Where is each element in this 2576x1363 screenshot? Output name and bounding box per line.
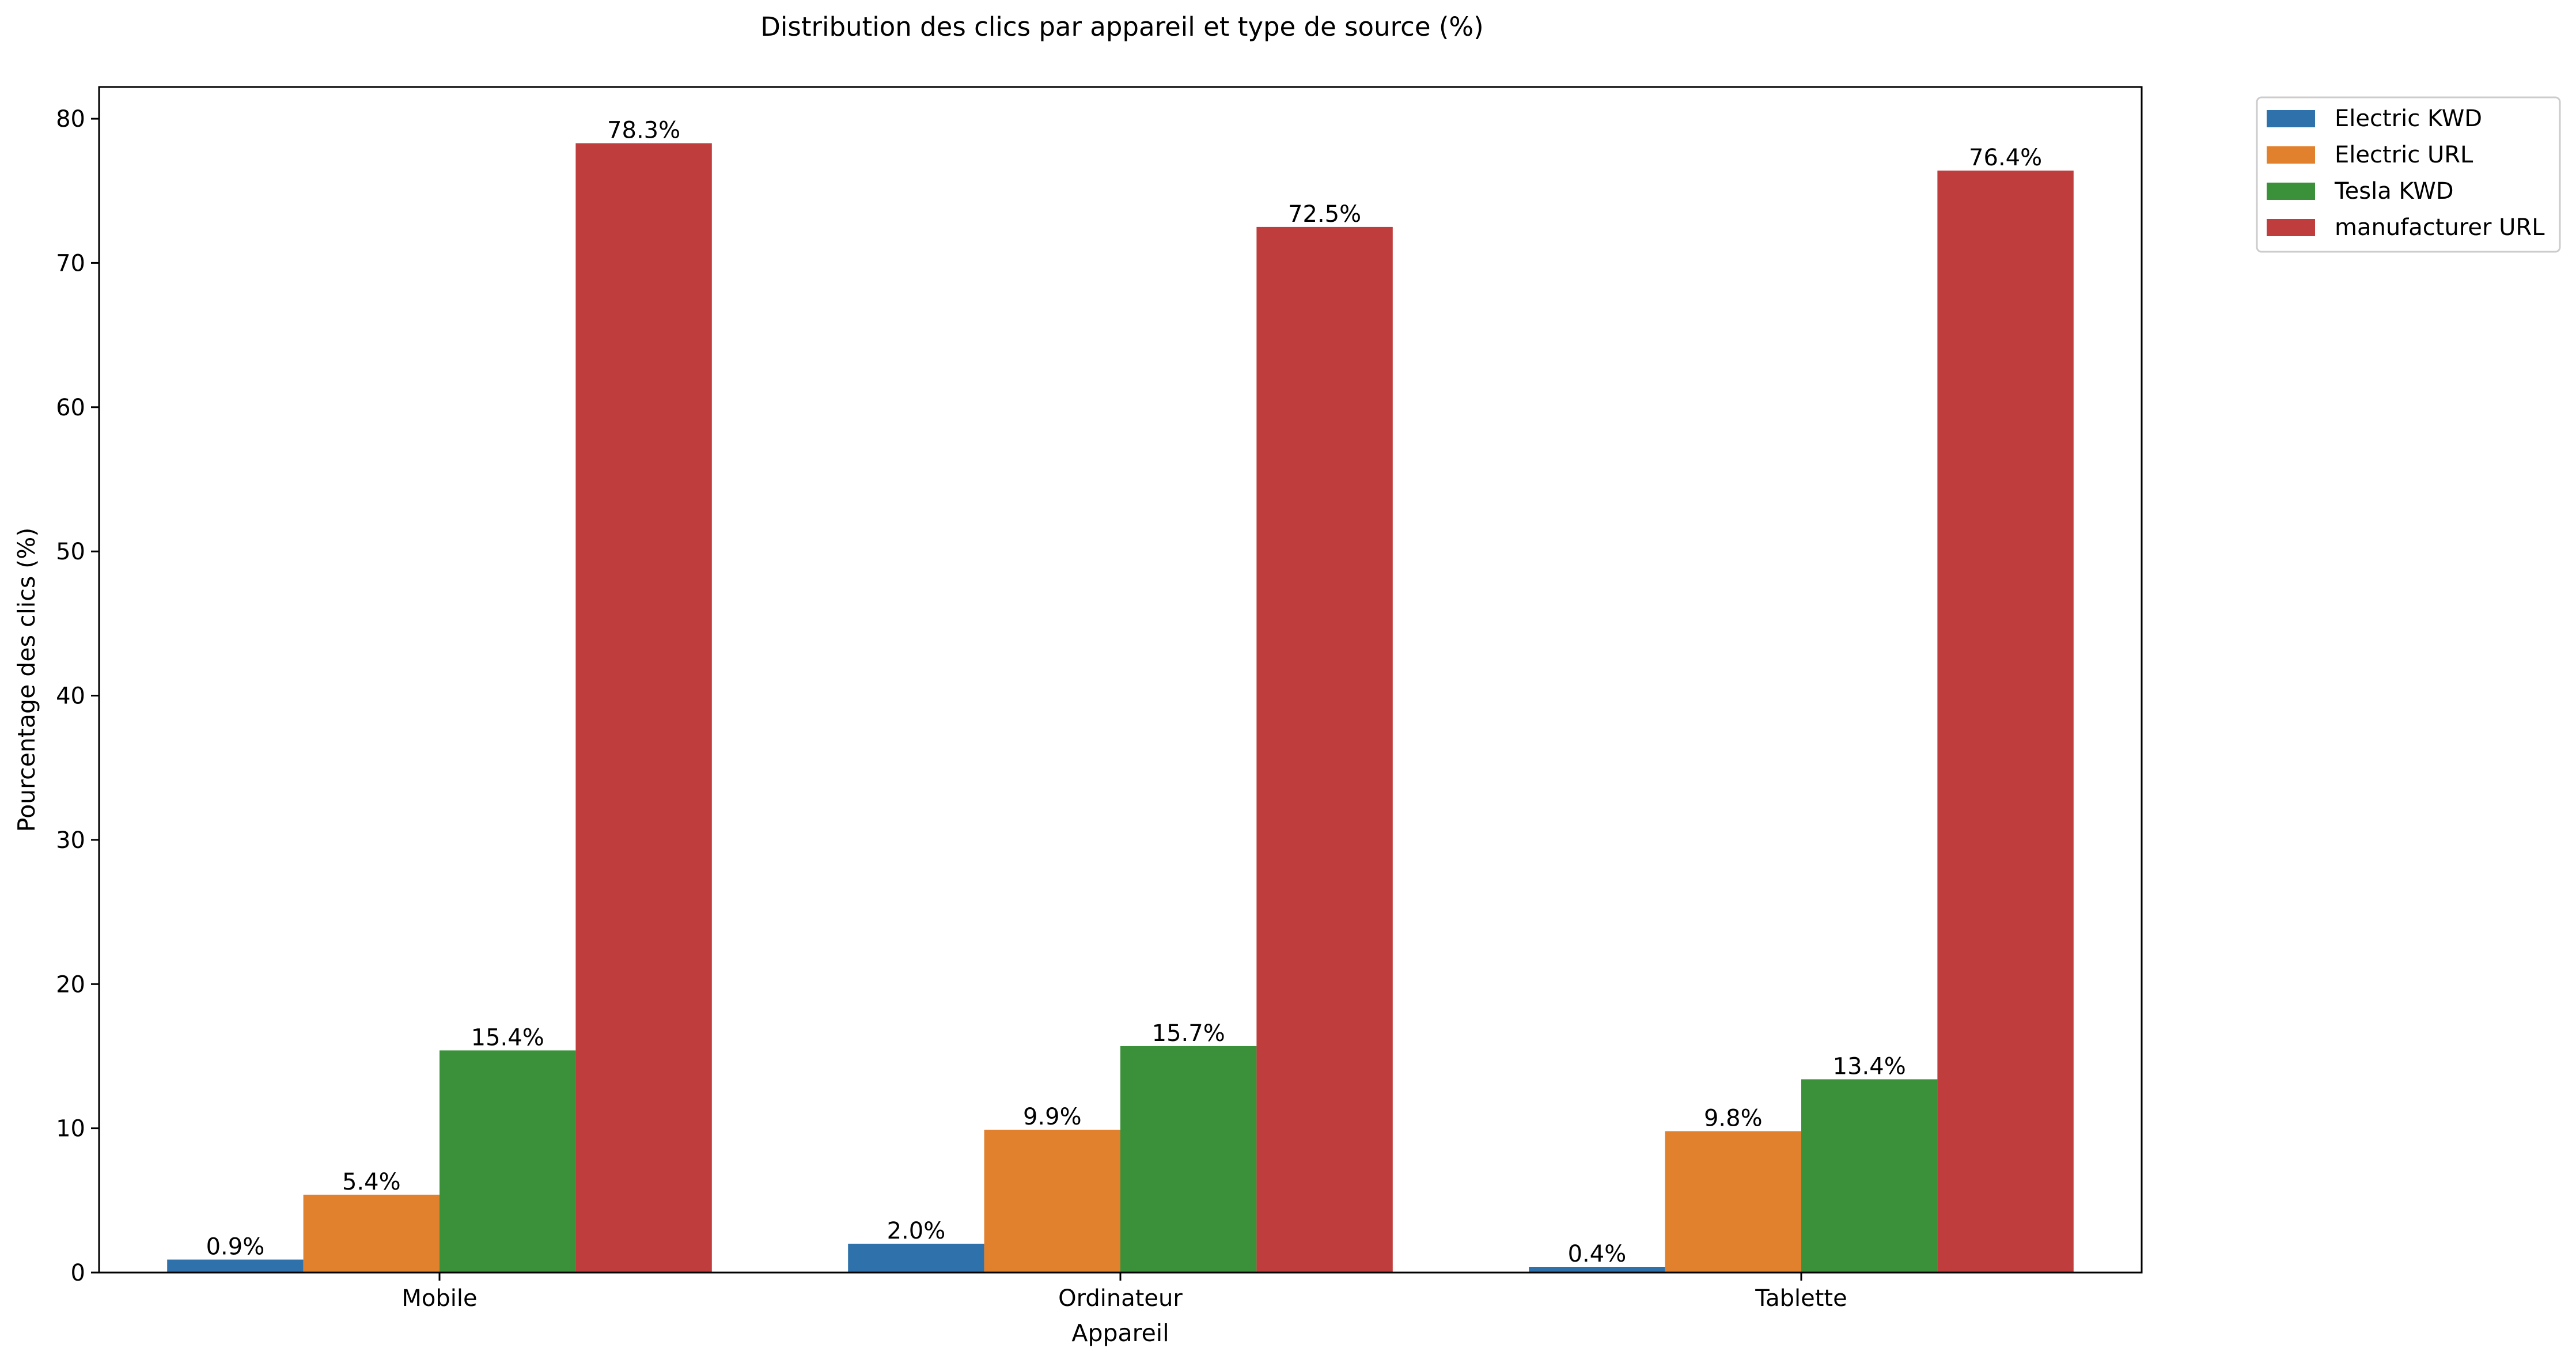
data-label: 0.9%: [206, 1234, 265, 1260]
data-label: 9.8%: [1704, 1105, 1763, 1132]
y-tick-label: 50: [56, 539, 85, 565]
legend-swatch: [2267, 183, 2315, 200]
y-tick-label: 0: [71, 1260, 85, 1286]
data-label: 5.4%: [342, 1169, 401, 1195]
data-label: 9.9%: [1023, 1104, 1082, 1130]
x-axis-label: Appareil: [1071, 1319, 1169, 1347]
x-tick-label: Mobile: [401, 1285, 477, 1312]
data-label: 0.4%: [1568, 1241, 1627, 1267]
bar-tesla-kwd-ordinateur: [1120, 1046, 1257, 1273]
data-label: 72.5%: [1288, 201, 1361, 228]
bar-manufacturer-url-tablette: [1937, 171, 2074, 1273]
x-axis: Mobile Ordinateur Tablette: [401, 1273, 1847, 1312]
bar-electric-url-mobile: [303, 1194, 440, 1273]
legend-swatch: [2267, 146, 2315, 164]
legend-label: Electric URL: [2335, 142, 2473, 168]
legend-label: Electric KWD: [2335, 105, 2482, 132]
legend-label: manufacturer URL: [2335, 214, 2545, 241]
y-tick-label: 10: [56, 1116, 85, 1142]
data-label: 78.3%: [607, 118, 680, 144]
y-axis: 0 10 20 30 40 50 60 70 80: [56, 106, 99, 1286]
bar-electric-url-tablette: [1665, 1131, 1801, 1273]
bar-manufacturer-url-ordinateur: [1256, 226, 1393, 1273]
y-tick-label: 70: [56, 250, 85, 277]
data-label: 76.4%: [1969, 145, 2042, 171]
y-tick-label: 40: [56, 683, 85, 710]
bar-manufacturer-url-mobile: [575, 143, 712, 1273]
bar-tesla-kwd-mobile: [440, 1050, 576, 1273]
data-label: 15.7%: [1152, 1020, 1225, 1047]
y-tick-label: 80: [56, 106, 85, 132]
bar-electric-kwd-ordinateur: [848, 1243, 984, 1273]
data-label: 15.4%: [471, 1024, 544, 1051]
plot-frame: [98, 86, 2143, 1274]
data-labels-group: 0.9% 2.0% 0.4% 5.4% 9.9% 9.8% 15.4% 15.7% 13.4% 7…: [206, 118, 2043, 1267]
data-label: 2.0%: [887, 1218, 946, 1244]
bar-electric-kwd-mobile: [167, 1259, 304, 1273]
legend: Electric KWD Electric URL Tesla KWD manufac…: [2256, 96, 2561, 253]
y-tick-label: 30: [56, 827, 85, 854]
x-tick-label: Ordinateur: [1058, 1285, 1183, 1312]
y-tick-label: 60: [56, 395, 85, 421]
legend-swatch: [2267, 219, 2315, 236]
legend-swatch: [2267, 110, 2315, 127]
data-label: 13.4%: [1833, 1054, 1906, 1080]
legend-label: Tesla KWD: [2334, 178, 2454, 205]
bar-electric-url-ordinateur: [984, 1130, 1120, 1273]
bars-group: [167, 143, 2074, 1273]
x-tick-label: Tablette: [1755, 1285, 1847, 1312]
chart-title: Distribution des clics par appareil et t…: [760, 12, 1483, 42]
bar-electric-kwd-tablette: [1529, 1267, 1665, 1273]
legend-frame: [2256, 96, 2561, 253]
bar-tesla-kwd-tablette: [1801, 1079, 1938, 1273]
y-tick-label: 20: [56, 971, 85, 998]
y-axis-label: Pourcentage des clics (%): [13, 528, 40, 832]
